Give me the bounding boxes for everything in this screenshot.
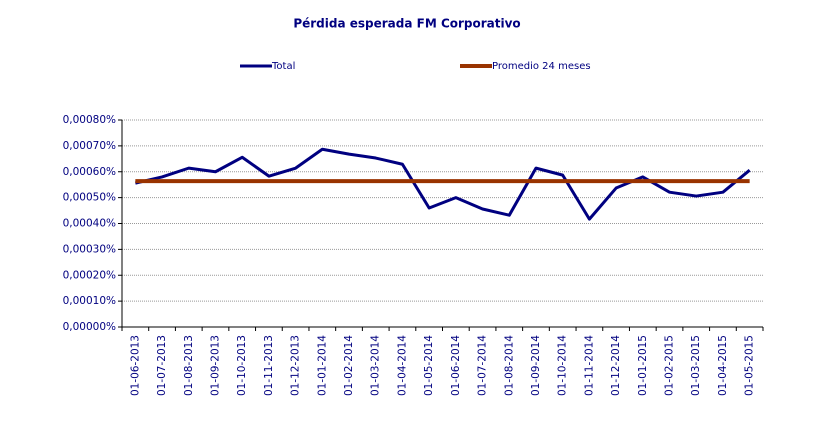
x-tick-label: 01-02-2015 [664, 335, 676, 396]
x-tick-label: 01-02-2014 [343, 335, 355, 396]
y-tick-label: 0,00010% [63, 295, 116, 307]
chart-title: Pérdida esperada FM Corporativo [293, 17, 520, 31]
x-tick-label: 01-06-2013 [129, 335, 141, 396]
x-tick-label: 01-01-2015 [637, 335, 649, 396]
y-tick-label: 0,00000% [63, 321, 116, 333]
x-tick-label: 01-11-2014 [583, 335, 595, 396]
y-tick-label: 0,00080% [63, 114, 116, 126]
series-line [135, 147, 751, 221]
y-tick-label: 0,00020% [63, 269, 116, 281]
x-tick-label: 01-10-2014 [557, 335, 569, 396]
x-tick-label: 01-06-2014 [450, 335, 462, 396]
x-tick-label: 01-01-2014 [316, 335, 328, 396]
y-tick-label: 0,00060% [63, 166, 116, 178]
legend-label: Promedio 24 meses [492, 61, 591, 72]
x-tick-label: 01-08-2014 [503, 335, 515, 396]
x-tick-label: 01-07-2013 [156, 335, 168, 396]
x-tick-label: 01-07-2014 [477, 335, 489, 396]
x-tick-label: 01-10-2013 [236, 335, 248, 396]
x-tick-label: 01-11-2013 [263, 335, 275, 396]
y-tick-label: 0,00050% [63, 192, 116, 204]
x-tick-label: 01-08-2013 [183, 335, 195, 396]
x-tick-label: 01-09-2013 [209, 335, 221, 396]
x-tick-label: 01-04-2014 [396, 335, 408, 396]
y-tick-label: 0,00040% [63, 218, 116, 230]
x-tick-label: 01-04-2015 [717, 335, 729, 396]
x-tick-label: 01-03-2014 [370, 335, 382, 396]
x-tick-label: 01-05-2015 [744, 335, 756, 396]
x-tick-label: 01-12-2014 [610, 335, 622, 396]
y-tick-label: 0,00070% [63, 140, 116, 152]
x-tick-label: 01-09-2014 [530, 335, 542, 396]
legend-label: Total [271, 61, 295, 72]
y-tick-label: 0,00030% [63, 243, 116, 255]
x-tick-label: 01-12-2013 [290, 335, 302, 396]
x-tick-label: 01-03-2015 [690, 335, 702, 396]
x-tick-label: 01-05-2014 [423, 335, 435, 396]
